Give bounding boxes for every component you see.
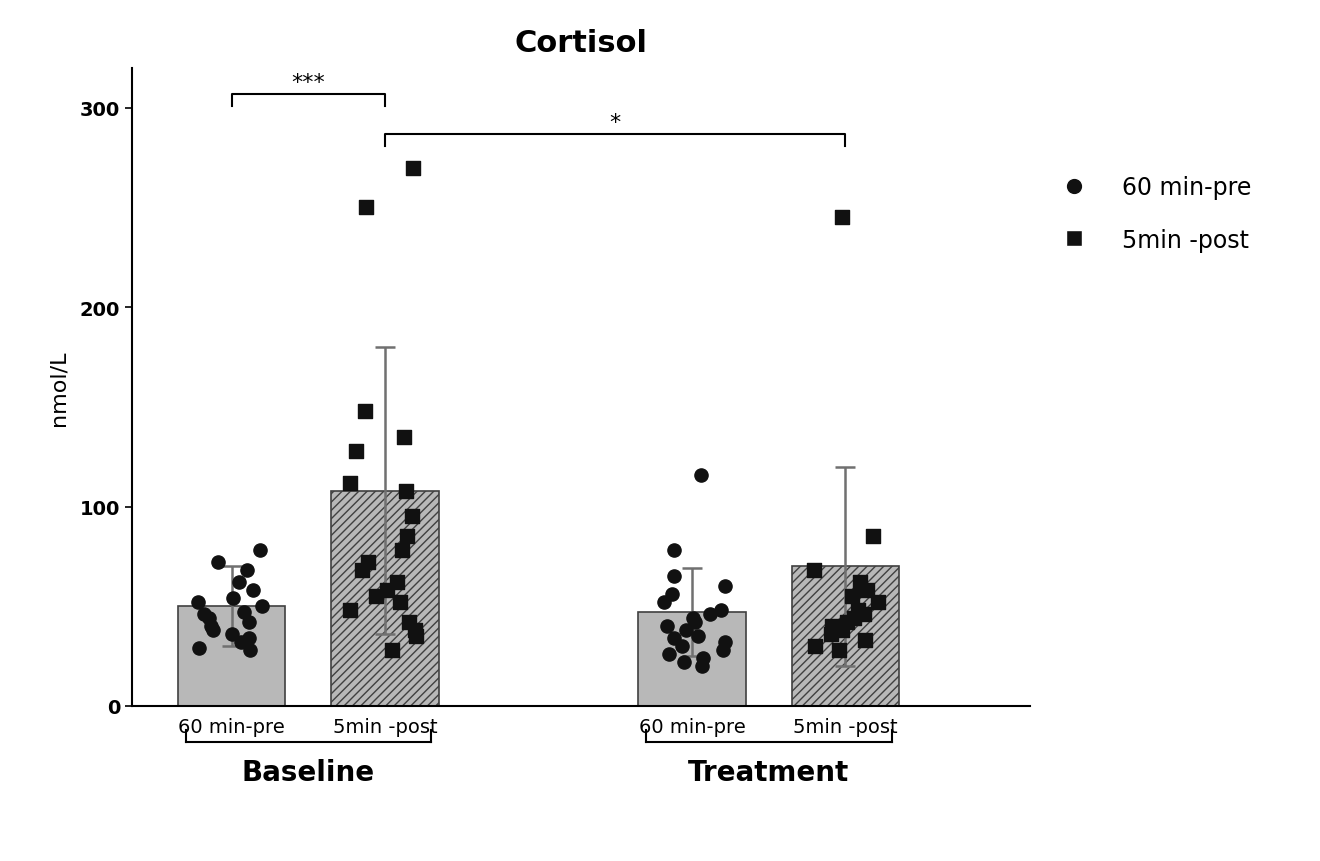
Point xyxy=(187,596,209,610)
Point xyxy=(234,605,255,619)
Point xyxy=(692,660,713,673)
Point xyxy=(688,629,709,643)
Point xyxy=(252,599,273,613)
Point xyxy=(376,584,397,598)
Point xyxy=(393,430,414,444)
Point xyxy=(715,579,737,593)
Point xyxy=(189,641,210,655)
Point xyxy=(381,643,403,657)
Point xyxy=(239,643,260,657)
Point xyxy=(339,476,360,490)
Point xyxy=(837,616,858,629)
Point xyxy=(849,576,870,590)
Point xyxy=(387,576,408,590)
Point xyxy=(403,162,424,176)
Point xyxy=(664,544,685,558)
Point xyxy=(222,592,243,605)
Point xyxy=(857,584,878,598)
Point xyxy=(714,635,735,649)
Point xyxy=(700,608,721,622)
Point xyxy=(405,629,426,643)
Point xyxy=(239,616,260,629)
Point xyxy=(389,596,411,610)
Point xyxy=(392,544,413,558)
Point xyxy=(194,608,215,622)
Point xyxy=(664,631,685,645)
Point xyxy=(228,576,249,590)
Point xyxy=(829,643,850,657)
Point xyxy=(682,611,704,625)
Point xyxy=(842,590,863,604)
Point xyxy=(366,590,387,604)
Bar xyxy=(331,491,438,706)
Text: ***: *** xyxy=(292,73,325,93)
Point xyxy=(243,584,264,598)
Bar xyxy=(792,567,899,706)
Text: *: * xyxy=(610,113,620,133)
Point xyxy=(201,619,222,633)
Point xyxy=(401,510,422,523)
Point xyxy=(671,640,692,653)
Point xyxy=(713,643,734,657)
Point xyxy=(355,405,376,418)
Point xyxy=(396,484,417,498)
Point xyxy=(805,640,826,653)
Point xyxy=(690,468,711,482)
Point xyxy=(832,211,853,225)
Point xyxy=(396,530,417,543)
Point xyxy=(673,655,694,669)
Point xyxy=(821,619,842,633)
Point xyxy=(351,564,372,578)
Point xyxy=(356,201,378,215)
Y-axis label: nmol/L: nmol/L xyxy=(49,350,69,425)
Point xyxy=(202,623,223,637)
Point xyxy=(854,634,875,647)
Point xyxy=(832,623,853,637)
Point xyxy=(685,616,706,629)
Point xyxy=(657,619,678,633)
Point xyxy=(862,530,883,543)
Bar xyxy=(178,606,285,706)
Point xyxy=(207,556,228,570)
Point xyxy=(358,556,379,570)
Point xyxy=(220,628,242,641)
Point xyxy=(399,616,420,629)
Point xyxy=(847,604,869,617)
Point xyxy=(854,608,875,622)
Point xyxy=(230,635,251,649)
Point xyxy=(821,628,842,641)
Point xyxy=(676,623,697,637)
Text: Baseline: Baseline xyxy=(242,758,375,786)
Point xyxy=(238,631,259,645)
Point xyxy=(664,570,685,584)
Point xyxy=(659,647,680,661)
Point xyxy=(346,444,367,458)
Title: Cortisol: Cortisol xyxy=(515,29,647,59)
Point xyxy=(803,564,824,578)
Point xyxy=(653,596,675,610)
Point xyxy=(339,604,360,617)
Legend: 60 min-pre, 5min -post: 60 min-pre, 5min -post xyxy=(1041,167,1261,262)
Point xyxy=(405,623,426,637)
Text: Treatment: Treatment xyxy=(688,758,849,786)
Point xyxy=(710,604,731,617)
Point xyxy=(236,564,257,578)
Point xyxy=(843,611,865,625)
Point xyxy=(249,544,271,558)
Point xyxy=(661,587,682,601)
Point xyxy=(867,596,888,610)
Bar xyxy=(639,612,746,706)
Point xyxy=(693,651,714,665)
Point xyxy=(199,611,220,625)
